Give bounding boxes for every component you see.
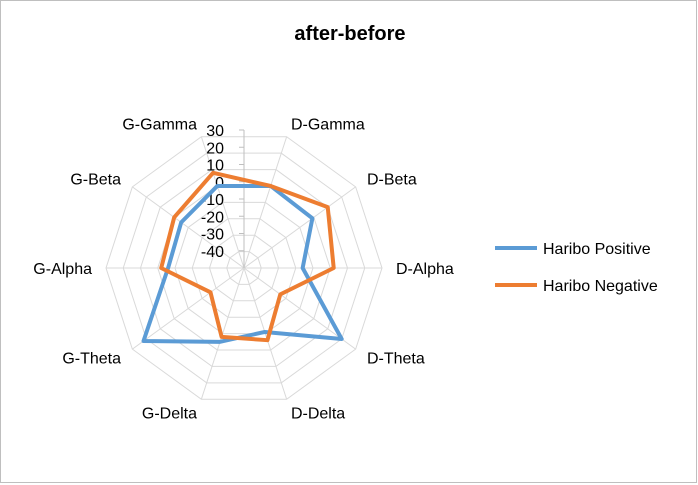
legend-label: Haribo Positive	[543, 241, 651, 258]
category-label: G-Alpha	[33, 261, 92, 278]
tick-label: 30	[206, 123, 224, 140]
category-label: D-Gamma	[291, 116, 365, 133]
grid-spoke	[132, 186, 245, 269]
radar-grid	[105, 130, 383, 400]
grid-spoke	[200, 136, 245, 269]
category-label: G-Theta	[62, 350, 121, 367]
series-line	[141, 183, 344, 344]
grid-spoke	[243, 186, 356, 269]
category-label: D-Alpha	[396, 261, 454, 278]
tick-label: -40	[201, 244, 224, 261]
category-label: D-Beta	[367, 172, 417, 189]
category-label: G-Gamma	[122, 116, 197, 133]
series-line	[159, 170, 336, 343]
tick-label: 10	[206, 158, 224, 175]
category-label: D-Theta	[367, 350, 425, 367]
chart-title: after-before	[294, 23, 405, 45]
category-labels: D-Gamma D-Beta D-Alpha D-Theta D-Delta G-Delt…	[33, 116, 454, 422]
grid-spoke	[243, 267, 356, 350]
tick-label: 0	[215, 175, 224, 192]
tick-label: -30	[201, 227, 224, 244]
grid-spoke	[243, 136, 288, 269]
series-lines	[141, 170, 344, 344]
tick-label: 20	[206, 140, 224, 157]
grid-spoke	[132, 267, 245, 350]
category-label: G-Beta	[70, 172, 121, 189]
category-label: D-Delta	[291, 406, 345, 423]
tick-label: -20	[201, 209, 224, 226]
category-label: G-Delta	[142, 406, 197, 423]
legend: Haribo Positive Haribo Negative	[495, 241, 658, 295]
legend-label: Haribo Negative	[543, 278, 658, 295]
